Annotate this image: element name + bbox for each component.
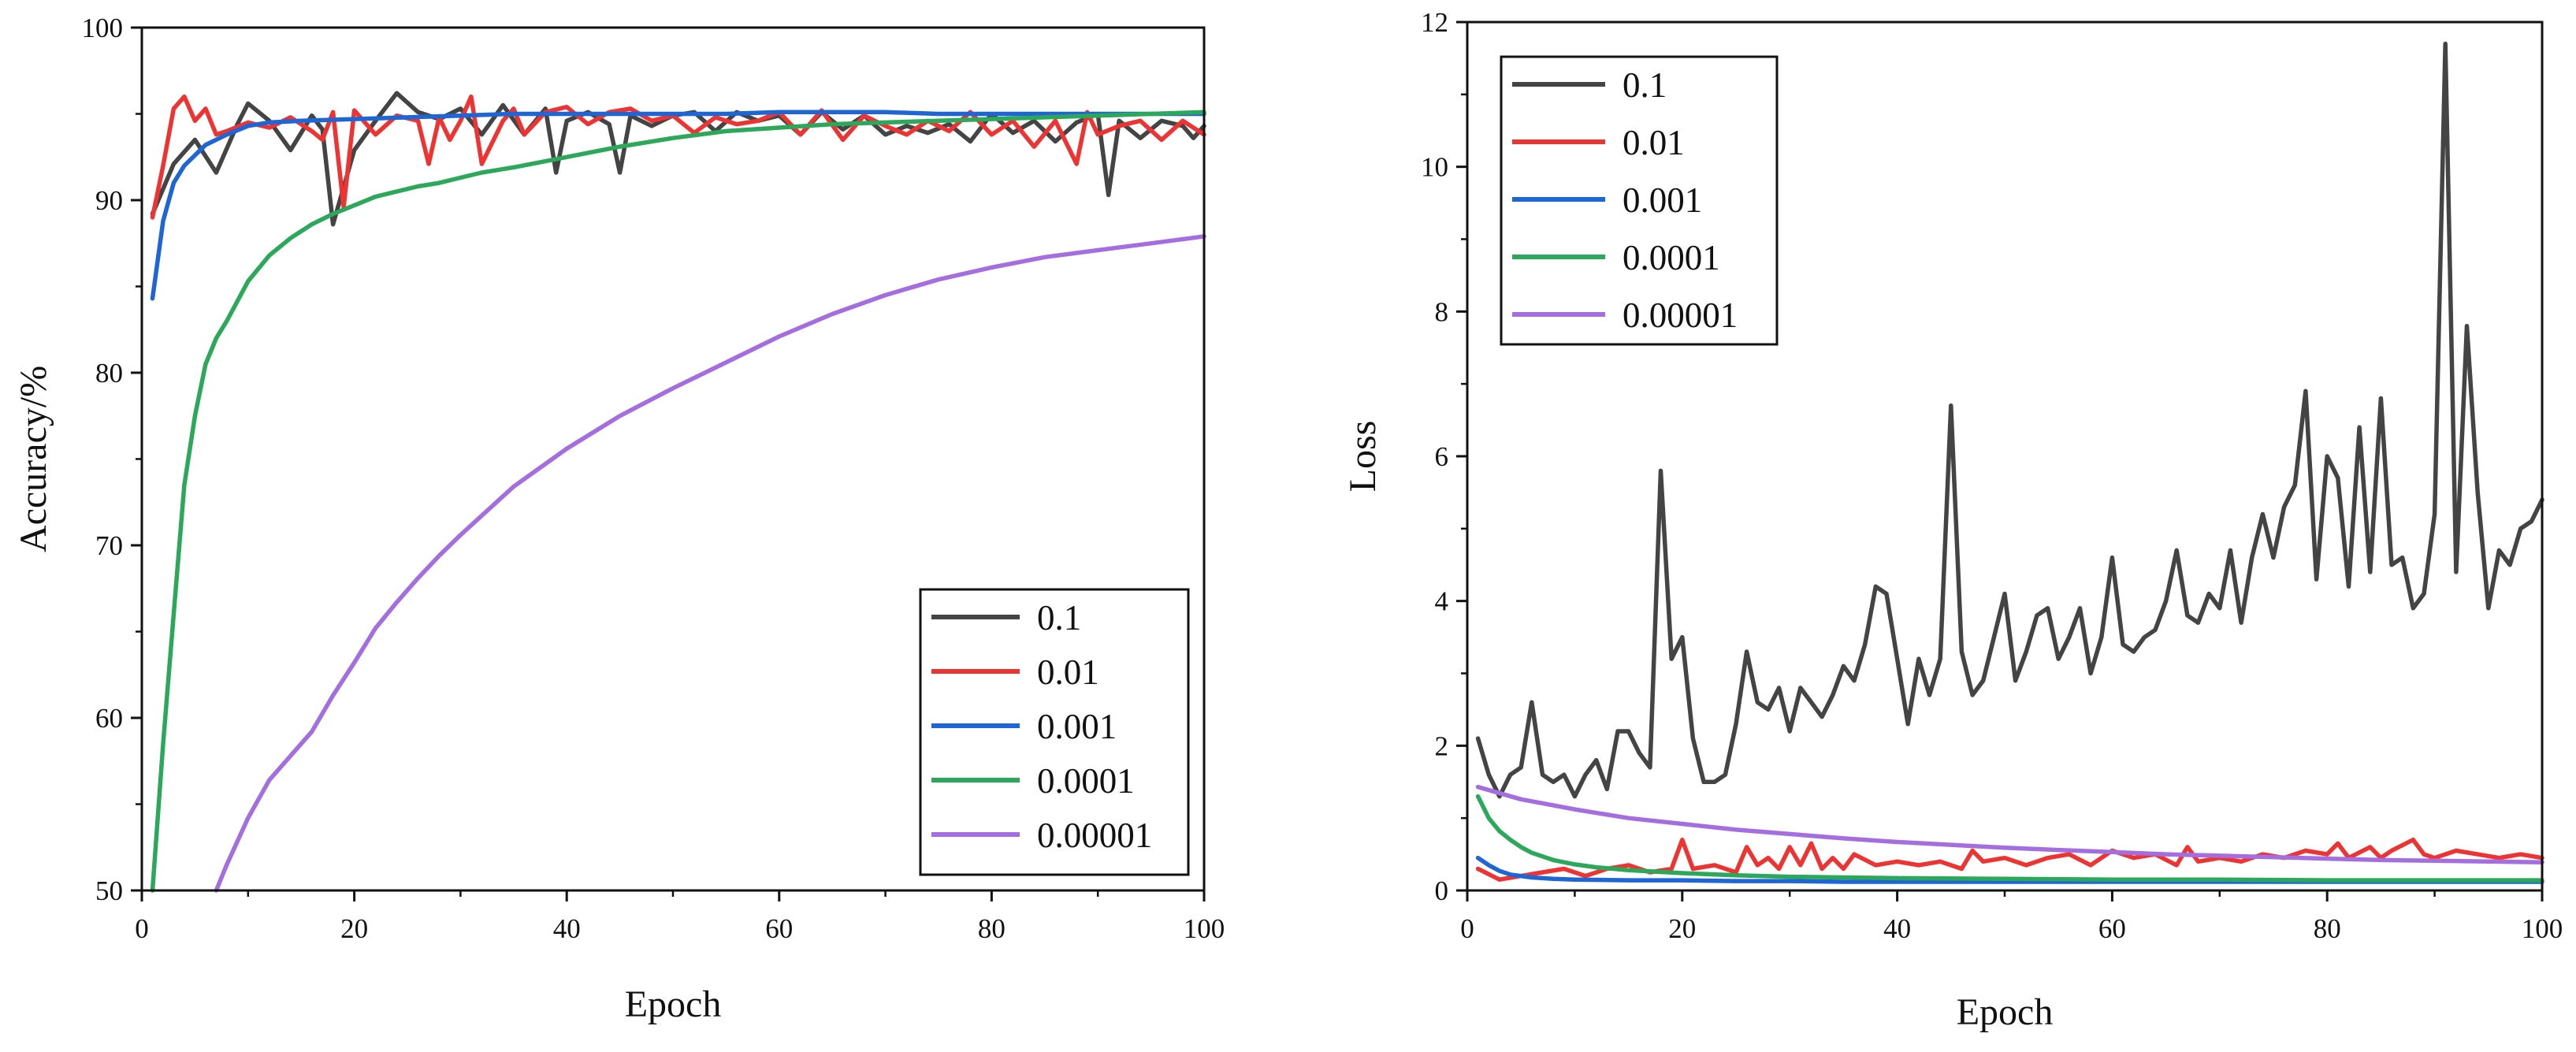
acc-legend: 0.1 0.01 0.001 0.0001 0.00001: [919, 588, 1190, 876]
acc-y-tick-label: 50: [95, 875, 123, 906]
loss-x-tick-label: 100: [2522, 913, 2563, 944]
acc-legend-label-4: 0.00001: [1037, 816, 1152, 855]
loss-series-line-3: [1475, 794, 2544, 883]
acc-series-line-0: [150, 91, 1206, 227]
accuracy-chart: 0 20 40 60 80 100 50 60 70 80 90 100 Epoch Accuracy/%…: [13, 13, 1225, 1025]
loss-legend-label-0: 0.1: [1623, 65, 1667, 105]
acc-legend-label-1: 0.01: [1037, 652, 1099, 692]
acc-y-axis-label: Accuracy/%: [13, 366, 54, 552]
acc-y-tick-label: 60: [95, 703, 123, 734]
acc-series-line-1: [150, 94, 1206, 220]
loss-y-tick-label: 2: [1435, 730, 1449, 761]
loss-x-tick-label: 0: [1460, 913, 1474, 944]
acc-legend-label-2: 0.001: [1037, 707, 1117, 746]
loss-series-line-0: [1475, 41, 2544, 799]
loss-x-tick-label: 60: [2098, 913, 2126, 944]
acc-x-axis-label: Epoch: [625, 983, 722, 1025]
acc-y-tick-label: 80: [95, 358, 123, 388]
loss-x-axis-label: Epoch: [1957, 991, 2054, 1033]
loss-legend-label-4: 0.00001: [1623, 296, 1738, 335]
loss-y-tick-label: 4: [1435, 586, 1449, 617]
acc-x-tick-label: 80: [978, 913, 1005, 944]
loss-y-axis-label: Loss: [1342, 421, 1384, 493]
acc-series-group: [150, 91, 1206, 893]
acc-legend-label-0: 0.1: [1037, 598, 1081, 638]
loss-x-tick-label: 20: [1668, 913, 1696, 944]
acc-series-line-3: [150, 110, 1206, 893]
loss-y-tick-label: 0: [1435, 875, 1449, 906]
acc-x-tick-label: 40: [553, 913, 581, 944]
acc-series-line-2: [150, 110, 1206, 301]
loss-legend-label-3: 0.0001: [1623, 238, 1720, 277]
acc-y-tick-label: 70: [95, 530, 123, 561]
loss-chart: 0 20 40 60 80 100 0 2 4 6 8 10 12 Epoch Loss 0.1 0.01 0.0…: [1342, 7, 2563, 1033]
loss-legend-label-1: 0.01: [1623, 123, 1685, 162]
acc-x-tick-label: 100: [1184, 913, 1225, 944]
loss-series-group: [1475, 41, 2544, 884]
loss-x-tick-label: 80: [2314, 913, 2341, 944]
acc-y-tick-label: 90: [95, 185, 123, 216]
loss-y-tick-label: 6: [1435, 441, 1449, 472]
acc-series-line-4: [214, 234, 1206, 893]
loss-legend-label-2: 0.001: [1623, 180, 1702, 220]
loss-legend: 0.1 0.01 0.001 0.0001 0.00001: [1500, 55, 1779, 346]
loss-x-tick-label: 40: [1883, 913, 1911, 944]
acc-x-tick-label: 0: [135, 913, 149, 944]
loss-series-line-4: [1475, 784, 2544, 864]
loss-y-tick-label: 12: [1421, 7, 1448, 38]
acc-legend-label-3: 0.0001: [1037, 761, 1135, 801]
loss-y-tick-label: 8: [1435, 296, 1449, 327]
loss-series-line-1: [1475, 837, 2544, 882]
loss-y-tick-label: 10: [1421, 152, 1448, 183]
acc-x-tick-label: 60: [765, 913, 793, 944]
acc-legend-box: [919, 588, 1190, 876]
acc-y-tick-label: 100: [82, 13, 124, 43]
acc-x-tick-label: 20: [340, 913, 368, 944]
